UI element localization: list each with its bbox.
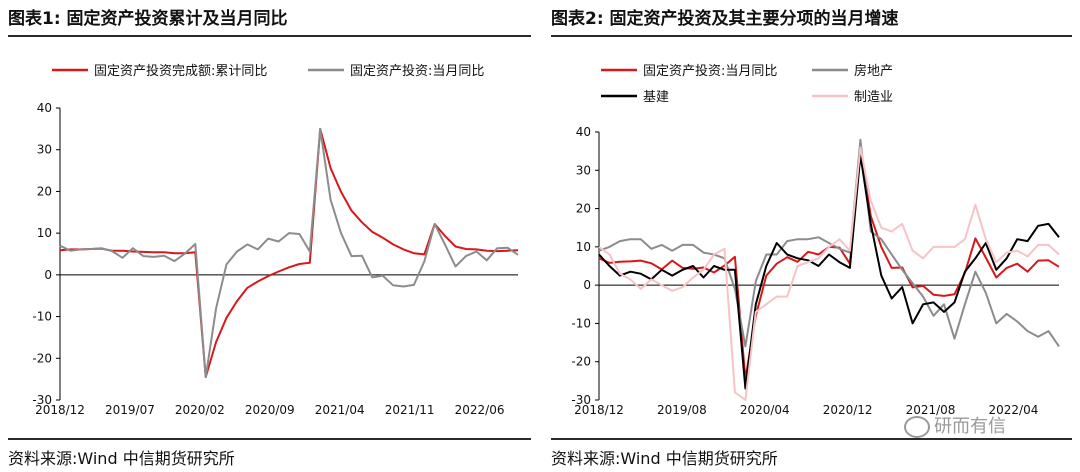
y-tick-label: -20 [571,355,591,369]
y-tick-label: 20 [37,184,52,198]
fig1-chart: -30 -20 -10 0 10 20 30 40 2018/12 2019/07 2020/02 2… [32,63,519,417]
y-tick-label: 0 [583,278,591,292]
x-tick-label: 2020/04 [740,403,790,417]
fig2-source: 资料来源:Wind 中信期货研究所 [551,449,778,468]
watermark: 研而有信 [904,412,1006,438]
series-line-2 [59,127,519,379]
y-tick-label: 0 [44,268,52,282]
legend-label-1: 固定资产投资完成额:累计同比 [94,63,267,79]
y-tick-label: -20 [32,351,52,365]
x-tick-label: 2020/02 [175,403,225,417]
y-tick-label: -30 [571,393,591,407]
watermark-text: 研而有信 [934,416,1006,437]
x-tick-label: 2018/12 [574,403,624,417]
legend-label-2: 房地产 [854,63,893,79]
x-tick-label: 2018/12 [35,403,85,417]
x-tick-label: 2019/08 [657,403,707,417]
x-tick-label: 2020/09 [245,403,295,417]
series-line-4 [598,146,1060,401]
fig1-title-rule [8,35,531,37]
wechat-icon [904,416,930,438]
y-tick-label: 30 [576,163,591,177]
fig2-source-rule [551,438,1072,440]
legend-label-4: 制造业 [854,90,893,105]
series-line-3 [598,154,1060,390]
x-tick-label: 2019/07 [105,403,155,417]
y-tick-label: -30 [32,393,52,407]
series-line-1 [598,150,1060,380]
y-tick-label: 10 [576,240,591,254]
fig1-source: 资料来源:Wind 中信期货研究所 [8,449,235,468]
x-tick-label: 2021/11 [385,403,435,417]
legend-label-3: 基建 [643,90,669,105]
y-tick-label: 40 [576,125,591,139]
fig2-chart: -30 -20 -10 0 10 20 30 40 2018/12 2019/08 2020/04 2… [571,63,1060,417]
y-tick-label: 10 [37,226,52,240]
x-tick-label: 2021/04 [315,403,365,417]
series-line-2 [598,138,1060,348]
x-tick-label: 2022/04 [988,403,1038,417]
y-tick-label: -10 [32,310,52,324]
legend-label-1: 固定资产投资:当月同比 [643,63,777,79]
y-tick-label: 30 [37,143,52,157]
y-tick-label: 20 [576,202,591,216]
y-tick-label: -10 [571,316,591,330]
fig2-title: 图表2: 固定资产投资及其主要分项的当月增速 [551,9,899,29]
y-tick-label: 40 [37,101,52,115]
x-tick-label: 2020/12 [823,403,873,417]
fig1-title: 图表1: 固定资产投资累计及当月同比 [8,9,288,29]
fig1-source-rule [8,438,531,440]
x-tick-label: 2021/08 [906,403,956,417]
legend-label-2: 固定资产投资:当月同比 [350,63,484,79]
fig2-title-rule [551,35,1072,37]
x-tick-label: 2022/06 [455,403,505,417]
